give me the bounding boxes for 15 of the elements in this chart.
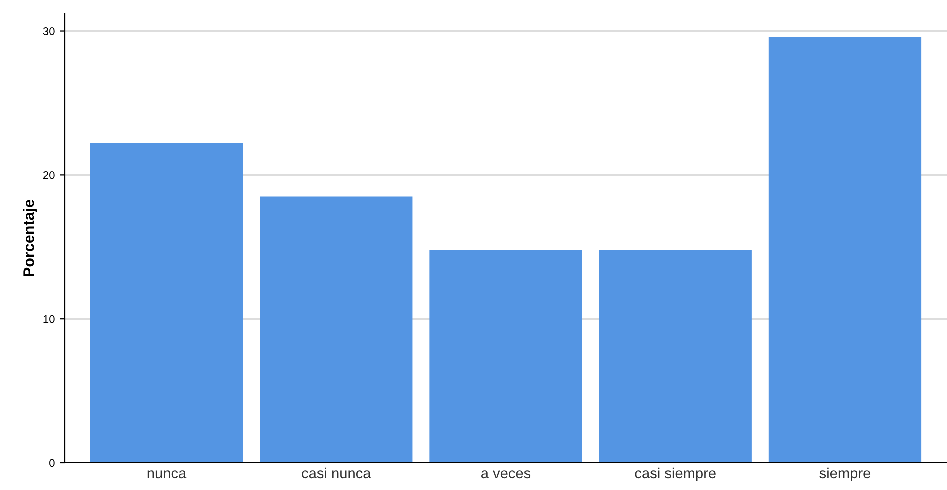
bar [260,196,413,463]
bar [768,37,922,463]
x-tick-label: casi siempre [635,468,716,482]
bar [430,250,582,463]
x-tick-label: a veces [481,470,531,479]
x-tick-label: casi nunca [302,468,372,479]
bar [90,144,244,463]
bar [599,250,752,463]
x-tick-label: nunca [148,470,187,479]
y-tick-label: 10 [44,315,55,324]
y-tick-label: 20 [43,171,55,180]
x-tick-label: siempre [820,468,871,482]
y-tick-label: 30 [43,28,55,36]
y-tick-label: 0 [50,459,55,468]
y-axis-title: Porcentaje [23,200,38,277]
